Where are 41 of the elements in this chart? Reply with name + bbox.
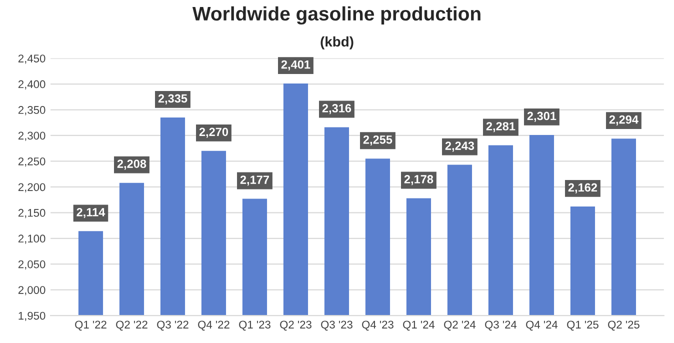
x-tick-label: Q3 '22 xyxy=(157,320,188,331)
data-label: 2,243 xyxy=(445,142,474,152)
x-tick-label: Q1 '25 xyxy=(567,320,598,331)
x-tick-label: Q1 '24 xyxy=(403,320,435,331)
x-tick-label: Q4 '23 xyxy=(362,320,394,331)
data-label: 2,114 xyxy=(76,208,106,218)
x-tick-label: Q2 '24 xyxy=(444,320,476,331)
chart-title: Worldwide gasoline production xyxy=(192,6,480,25)
x-tick-label: Q2 '25 xyxy=(608,320,640,331)
data-label: 2,255 xyxy=(363,135,392,146)
data-label: 2,270 xyxy=(199,128,228,138)
x-tick-label: Q3 '23 xyxy=(321,320,352,331)
y-tick-label: 2,050 xyxy=(18,260,46,270)
data-label: 2,281 xyxy=(486,122,516,132)
x-tick-label: Q4 '22 xyxy=(198,320,230,331)
data-label: 2,316 xyxy=(322,104,352,114)
x-tick-label: Q2 '22 xyxy=(116,320,148,331)
data-label: 2,208 xyxy=(117,160,146,170)
y-tick-label: 2,250 xyxy=(18,157,46,167)
y-tick-label: 2,200 xyxy=(18,183,46,192)
x-tick-label: Q1 '22 xyxy=(75,320,106,331)
y-tick-label: 2,100 xyxy=(18,234,46,244)
y-tick-label: 2,350 xyxy=(18,106,46,116)
x-tick-label: Q4 '24 xyxy=(526,320,558,331)
data-label: 2,177 xyxy=(240,176,269,186)
chart-subtitle: (kbd) xyxy=(320,36,354,50)
y-tick-label: 1,950 xyxy=(18,312,46,322)
data-label: 2,335 xyxy=(158,94,188,104)
y-tick-label: 2,400 xyxy=(18,80,46,90)
y-tick-label: 2,300 xyxy=(18,132,46,141)
data-label: 2,301 xyxy=(527,112,556,122)
data-label: 2,401 xyxy=(281,60,310,70)
x-tick-label: Q3 '24 xyxy=(485,320,517,331)
y-tick-label: 2,000 xyxy=(18,286,46,296)
data-label: 2,162 xyxy=(568,183,598,194)
y-tick-label: 2,450 xyxy=(18,54,46,64)
x-tick-label: Q2 '23 xyxy=(280,320,312,331)
data-label: 2,178 xyxy=(404,175,434,186)
x-tick-label: Q1 '23 xyxy=(239,320,270,331)
y-tick-label: 2,150 xyxy=(18,208,46,218)
data-label: 2,294 xyxy=(609,115,638,126)
